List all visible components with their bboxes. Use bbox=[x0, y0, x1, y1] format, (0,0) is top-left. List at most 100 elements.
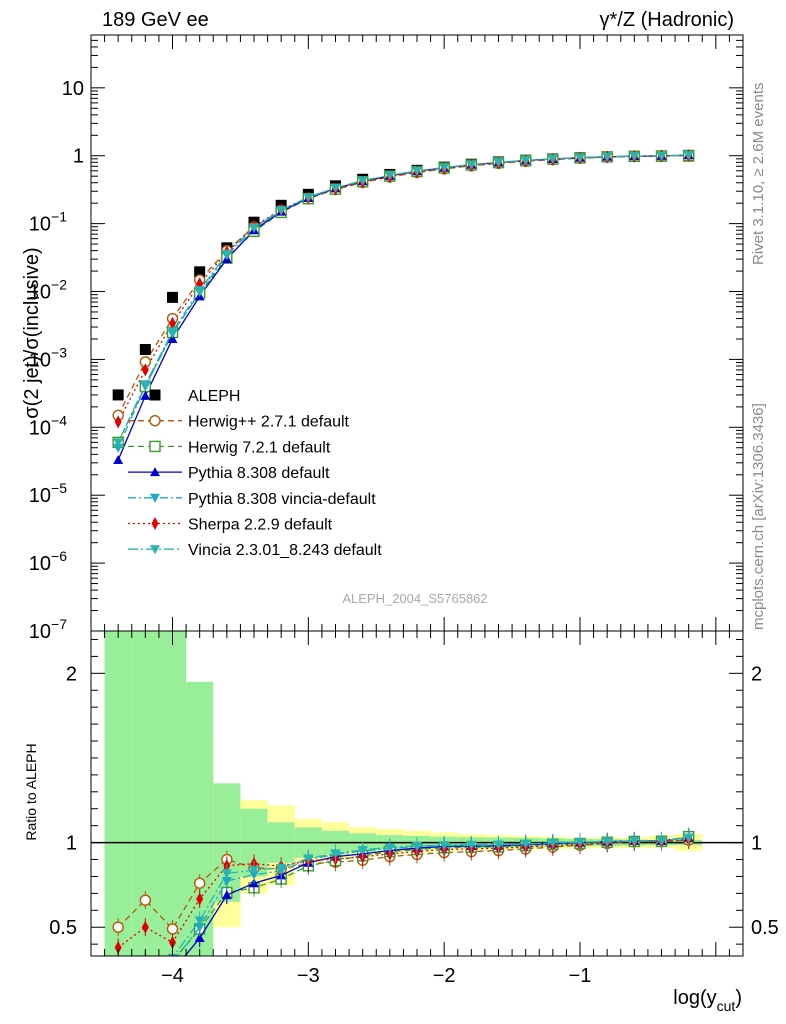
data-point bbox=[167, 327, 178, 337]
markers-vincia-2-3-01-8-243-default bbox=[113, 151, 694, 448]
data-point bbox=[221, 249, 232, 259]
ratio-data-point bbox=[114, 941, 122, 955]
x-tick-label: −1 bbox=[569, 965, 592, 987]
analysis-watermark: ALEPH_2004_S5765862 bbox=[342, 591, 487, 606]
data-point bbox=[629, 152, 640, 162]
legend-marker bbox=[149, 415, 161, 427]
ratio-data-point bbox=[193, 877, 206, 889]
legend-label: Pythia 8.308 vincia-default bbox=[188, 491, 376, 508]
ratio-data-point bbox=[166, 923, 179, 935]
data-point bbox=[140, 380, 151, 390]
ratio-y-tick-label-right: 2 bbox=[751, 663, 762, 685]
ratio-data-point bbox=[466, 840, 477, 850]
legend-marker bbox=[151, 517, 159, 530]
main-y-axis-label: σ(2 jet)/σ(inclusive) bbox=[21, 247, 43, 418]
legend-label: ALEPH bbox=[188, 388, 240, 405]
series-line bbox=[117, 154, 689, 443]
ratio-band-inner bbox=[186, 681, 214, 956]
data-point bbox=[303, 193, 314, 203]
x-tick-label: −4 bbox=[161, 965, 184, 987]
header-right-title: γ*/Z (Hadronic) bbox=[599, 9, 734, 31]
ratio-data-point bbox=[141, 920, 149, 934]
ratio-y-tick-label-right: 0.5 bbox=[751, 917, 779, 939]
ratio-data-point bbox=[656, 836, 667, 846]
main-y-tick-label: 10−7 bbox=[29, 616, 67, 643]
data-point bbox=[113, 455, 124, 465]
main-y-tick-label: 10−5 bbox=[29, 480, 67, 507]
ratio-y-tick-label: 1 bbox=[66, 833, 77, 855]
legend-item-pythia-8-308-default: Pythia 8.308 default bbox=[128, 465, 330, 482]
ratio-data-point bbox=[221, 869, 232, 879]
legend-label: Vincia 2.3.01_8.243 default bbox=[188, 542, 382, 559]
ratio-y-tick-label: 0.5 bbox=[49, 917, 77, 939]
rivet-label: Rivet 3.1.10, ≥ 2.6M events bbox=[750, 83, 767, 266]
mcplots-label: mcplots.cern.ch [arXiv:1306.3436] bbox=[750, 403, 767, 630]
data-point bbox=[602, 152, 613, 162]
legend: ALEPH Herwig++ 2.7.1 default Herwig 7.2.1 … bbox=[128, 388, 382, 559]
ratio-series-line bbox=[175, 836, 689, 956]
legend-item-vincia-2-3-01-8-243-default: Vincia 2.3.01_8.243 default bbox=[128, 542, 382, 559]
ratio-band-inner bbox=[158, 631, 187, 956]
x-tick-label: −2 bbox=[433, 965, 456, 987]
data-point bbox=[276, 206, 287, 216]
ratio-data-point bbox=[520, 839, 531, 849]
ratio-data-point bbox=[629, 836, 640, 846]
x-axis-label: log(ycut) bbox=[673, 987, 742, 1014]
data-point bbox=[194, 266, 206, 278]
ratio-data-point bbox=[221, 890, 232, 900]
ratio-data-point bbox=[139, 894, 152, 906]
ratio-y-axis-label: Ratio to ALEPH bbox=[23, 743, 39, 840]
ratio-data-point bbox=[112, 921, 124, 933]
ratio-series-line bbox=[117, 839, 689, 930]
ratio-data-point bbox=[194, 916, 205, 926]
series-vincia-2-3-01-8-243-default bbox=[117, 154, 689, 443]
legend-marker bbox=[150, 545, 160, 555]
ratio-data-point bbox=[249, 866, 259, 876]
legend-marker bbox=[149, 389, 161, 401]
ratio-data-point bbox=[384, 843, 395, 853]
data-point bbox=[249, 223, 259, 233]
ratio-data-point bbox=[140, 958, 150, 968]
legend-item-sherpa-2-2-9-default: Sherpa 2.2.9 default bbox=[128, 517, 333, 534]
main-y-tick-label: 10−6 bbox=[29, 548, 67, 575]
ratio-data-point bbox=[140, 955, 151, 956]
data-point bbox=[384, 171, 395, 181]
data-point bbox=[357, 176, 368, 186]
ratio-data-point bbox=[493, 840, 504, 850]
data-point bbox=[169, 316, 176, 330]
legend-marker bbox=[150, 467, 160, 477]
legend-label: Pythia 8.308 default bbox=[188, 465, 330, 482]
x-tick-label: −3 bbox=[297, 965, 320, 987]
ratio-panel: 0.5 0.5 1 1 2 2 −4 −3 −2 −1 bbox=[49, 630, 779, 987]
data-point bbox=[113, 438, 124, 448]
main-y-tick-label: 10 bbox=[62, 78, 84, 100]
ratio-data-point bbox=[439, 841, 450, 851]
legend-item-pythia-8-308-vincia-default: Pythia 8.308 vincia-default bbox=[128, 491, 376, 508]
data-point bbox=[140, 390, 151, 400]
ratio-y-tick-label-right: 1 bbox=[751, 833, 762, 855]
data-point bbox=[330, 183, 341, 193]
ratio-y-tick-label: 2 bbox=[66, 663, 77, 685]
legend-label: Herwig 7.2.1 default bbox=[188, 439, 331, 456]
data-point bbox=[466, 160, 477, 170]
legend-label: Sherpa 2.2.9 default bbox=[188, 517, 333, 534]
data-point bbox=[439, 163, 450, 173]
data-point bbox=[683, 151, 694, 161]
ratio-data-point bbox=[575, 838, 585, 848]
data-point bbox=[656, 151, 667, 161]
data-point bbox=[575, 153, 585, 163]
ratio-series-line bbox=[172, 837, 689, 956]
data-point bbox=[493, 158, 504, 168]
legend-item-herwig-7-2-1-default: Herwig 7.2.1 default bbox=[128, 439, 331, 456]
ratio-data-point bbox=[194, 933, 205, 943]
ratio-series-vincia-2-3-01-8-243-default bbox=[140, 828, 694, 956]
main-y-tick-label: 10−1 bbox=[29, 209, 67, 236]
header-left-title: 189 GeV ee bbox=[102, 9, 209, 31]
ratio-data-point bbox=[276, 863, 287, 873]
data-point bbox=[412, 166, 422, 176]
data-point bbox=[113, 443, 124, 453]
ratio-data-point bbox=[547, 838, 558, 848]
ratio-data-point bbox=[357, 846, 368, 856]
ratio-data-point bbox=[140, 959, 150, 968]
